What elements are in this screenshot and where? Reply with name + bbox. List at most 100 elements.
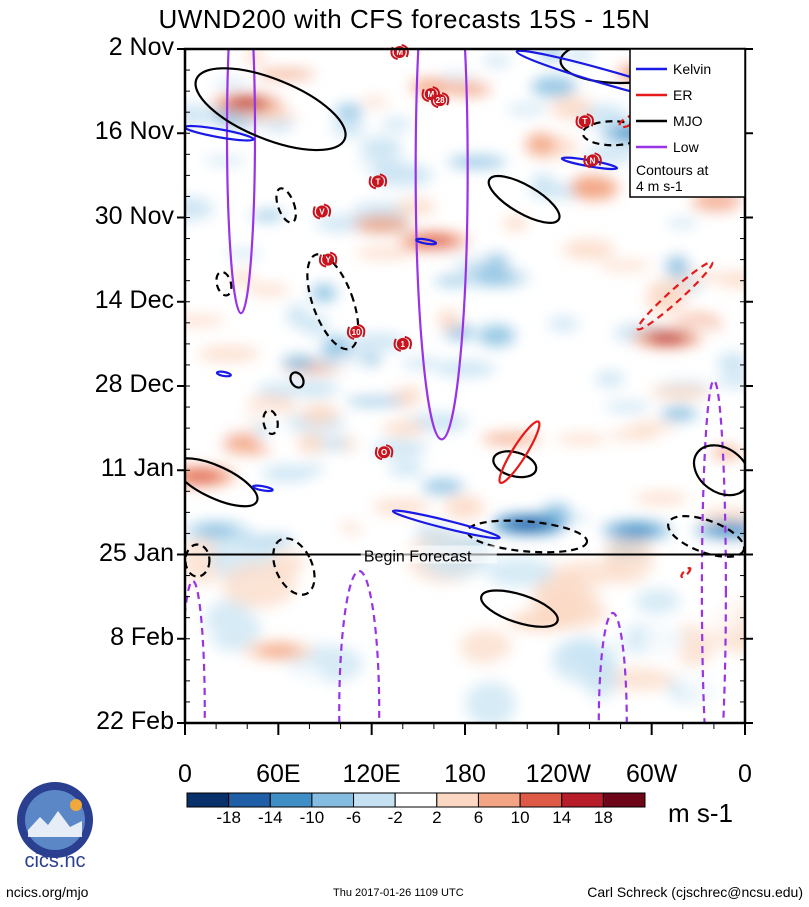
storm-marker-arm xyxy=(575,113,594,130)
er-contour xyxy=(636,260,714,331)
footer-url[interactable]: ncics.org/mjo xyxy=(6,884,89,900)
storm-marker: N xyxy=(583,152,602,169)
heatmap-cell xyxy=(635,588,681,615)
heatmap-cell xyxy=(361,97,390,107)
heatmap-cell xyxy=(409,77,454,97)
heatmap-cell xyxy=(197,346,260,362)
heatmap-cell xyxy=(209,191,260,215)
storm-marker: 28 xyxy=(430,92,450,109)
storm-marker-arm xyxy=(346,323,366,340)
colorbar-tick-label: 2 xyxy=(432,808,442,827)
heatmap-cell xyxy=(203,598,261,652)
heatmap-cell xyxy=(646,457,701,473)
forecast-label: Begin Forecast xyxy=(364,549,472,566)
heatmap-cell xyxy=(362,674,437,703)
heatmap-cell xyxy=(265,49,290,57)
footer-timestamp: Thu 2017-01-26 1109 UTC xyxy=(333,887,464,899)
mjo-contour xyxy=(185,543,211,578)
legend-note: Contours at xyxy=(636,162,708,178)
heatmap-cell xyxy=(710,446,741,460)
heatmap-cell xyxy=(550,96,593,120)
storm-marker-dot xyxy=(434,94,447,107)
storm-marker-dot xyxy=(315,205,328,218)
storm-marker-dot xyxy=(578,115,591,128)
anomaly-feature-core xyxy=(475,271,518,284)
mjo-contour xyxy=(272,537,316,596)
anomaly-feature-core xyxy=(257,644,300,657)
heatmap-cell xyxy=(485,557,555,588)
anomaly-feature-core xyxy=(506,518,549,531)
y-tick-label: 2 Nov xyxy=(108,33,174,61)
heatmap-cell xyxy=(335,165,381,178)
y-tick-label: 11 Jan xyxy=(100,454,174,483)
low-contour xyxy=(338,569,381,723)
x-tick-label: 0 xyxy=(178,760,192,788)
heatmap-cell xyxy=(185,296,224,305)
heatmap-cell xyxy=(195,170,239,188)
heatmap-cell xyxy=(435,360,496,378)
legend-label: MJO xyxy=(673,113,703,129)
storm-marker: Y xyxy=(318,251,338,268)
storm-marker-dot xyxy=(371,175,384,188)
kelvin-contour xyxy=(415,237,438,246)
colorbar-tick-label: -10 xyxy=(299,808,325,827)
storm-marker-label: M xyxy=(427,90,434,99)
legend-label: Low xyxy=(673,139,700,155)
mjo-contour xyxy=(289,371,305,389)
heatmap-cell xyxy=(284,154,344,173)
legend-label: ER xyxy=(673,87,692,103)
heatmap-cell xyxy=(246,284,290,296)
storm-marker-label: M xyxy=(396,48,403,57)
colorbar-tick-label: 14 xyxy=(552,808,572,827)
heatmap-cell xyxy=(296,433,326,454)
heatmap-cell xyxy=(354,215,410,234)
heatmap-cell xyxy=(195,428,227,445)
heatmap-cell xyxy=(317,49,370,56)
heatmap-cell xyxy=(474,67,502,84)
heatmap-cell xyxy=(235,280,257,301)
heatmap-cell xyxy=(335,104,364,119)
heatmap-cell xyxy=(185,104,215,125)
er-contour xyxy=(680,566,692,579)
storm-marker-arm xyxy=(374,444,394,461)
heatmap-cell xyxy=(372,163,433,187)
kelvin-contour xyxy=(251,484,274,493)
colorbar-segment xyxy=(436,792,479,808)
storm-marker-label: Y xyxy=(325,256,331,265)
heatmap-cell xyxy=(252,422,274,436)
colorbar-segment xyxy=(269,792,313,808)
heatmap-cell xyxy=(645,614,684,673)
heatmap-cell xyxy=(185,196,215,221)
low-contour xyxy=(225,49,257,315)
y-tick-label: 14 Dec xyxy=(94,285,174,314)
mjo-contour xyxy=(194,67,347,152)
storm-marker: 10 xyxy=(346,323,366,340)
heatmap-cell xyxy=(214,79,249,88)
heatmap-cell xyxy=(348,333,407,351)
heatmap-cell xyxy=(383,420,426,436)
storm-marker-label: 1 xyxy=(401,340,406,349)
heatmap-cell xyxy=(629,422,676,432)
mjo-contour xyxy=(667,515,745,558)
heatmap-cell xyxy=(597,622,630,647)
y-tick-label: 16 Nov xyxy=(94,117,174,146)
heatmap-cell xyxy=(508,57,535,70)
x-tick-label: 120W xyxy=(525,760,591,788)
heatmap-cell xyxy=(300,403,339,425)
heatmap-cell xyxy=(570,175,612,200)
mjo-contour xyxy=(487,174,561,224)
heatmap-cell xyxy=(273,663,327,705)
legend-label: Kelvin xyxy=(673,61,711,77)
anomaly-feature-core xyxy=(195,524,238,537)
storm-marker: T xyxy=(368,173,388,190)
storm-marker-arm xyxy=(583,152,602,169)
heatmap-cell xyxy=(357,370,411,393)
heatmap-cell xyxy=(564,528,600,542)
colorbar-tick-label: 18 xyxy=(593,808,613,827)
footer-author: Carl Schreck (cjschrec@ncsu.edu) xyxy=(587,884,803,900)
storm-marker-dot xyxy=(396,337,409,350)
heatmap-cell xyxy=(225,249,263,258)
colorbar-tick-label: 10 xyxy=(510,808,530,827)
storm-marker-dot xyxy=(378,446,391,459)
